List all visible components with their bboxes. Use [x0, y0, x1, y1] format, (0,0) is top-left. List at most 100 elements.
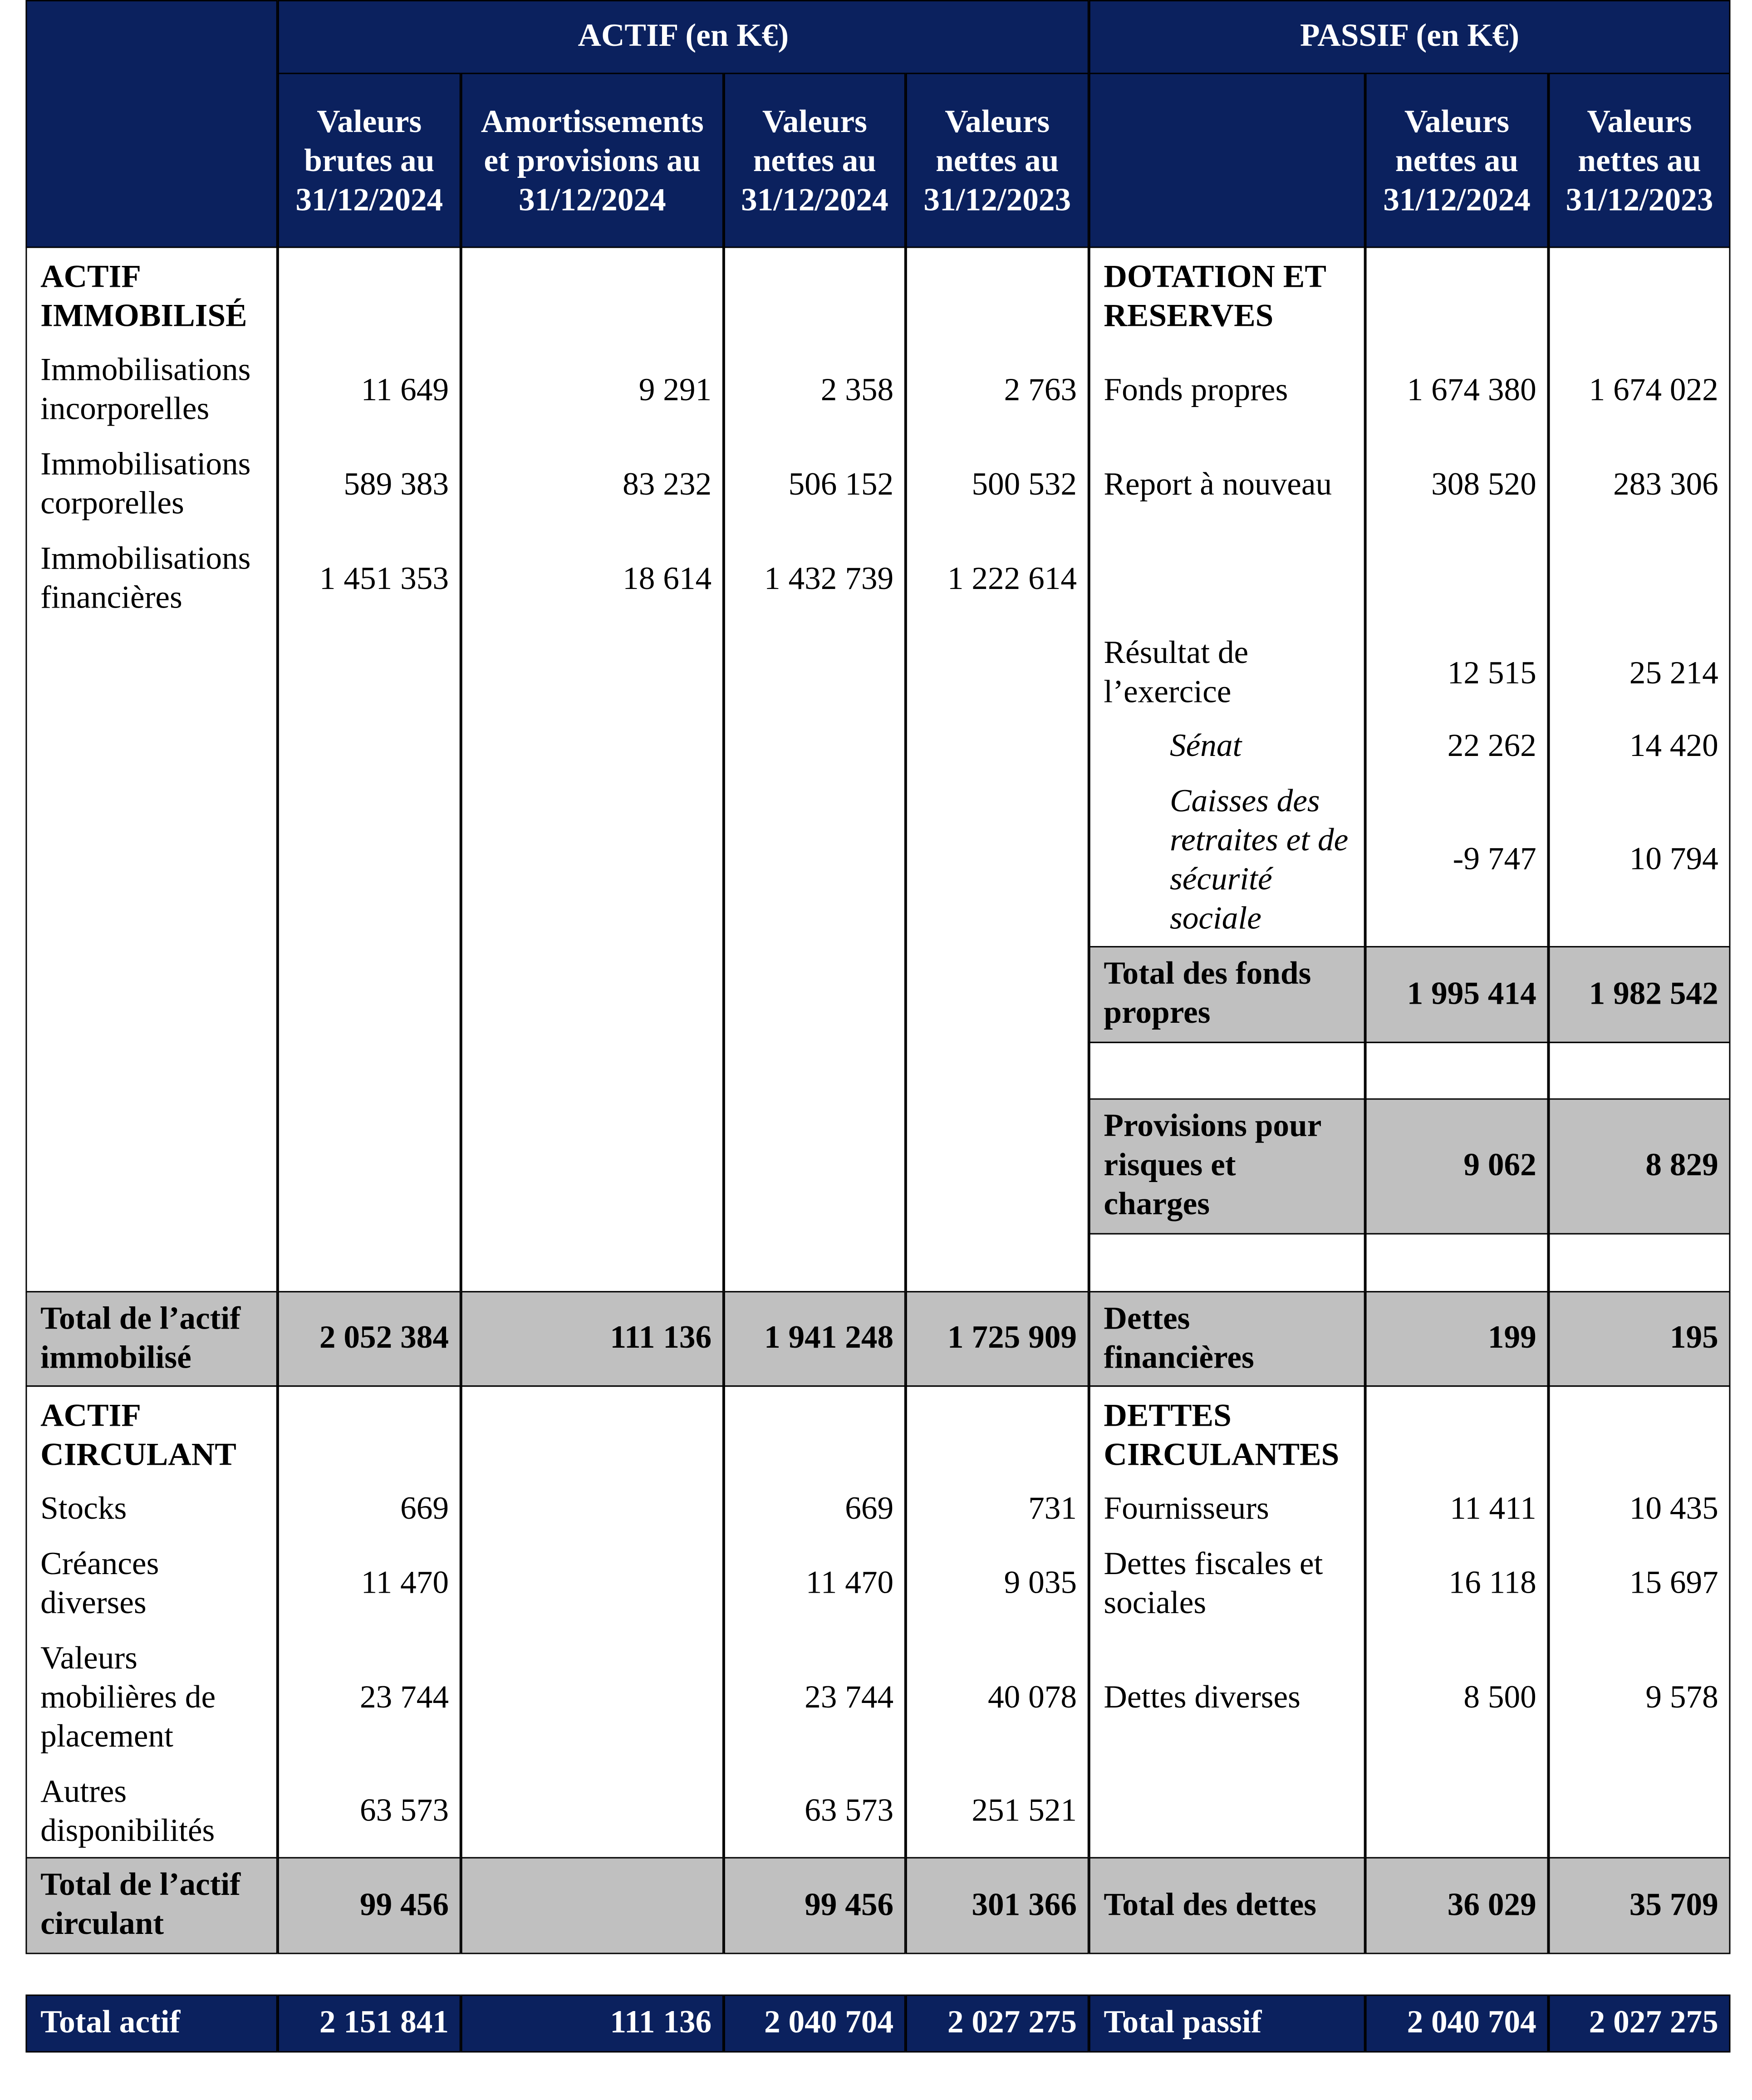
actif-header-box	[277, 0, 1089, 74]
cell-value: 1 222 614	[947, 561, 1077, 597]
row-label: Total des dettes	[1104, 1887, 1317, 1923]
cell-value: 36 029	[1447, 1887, 1536, 1923]
cell-value: 11 470	[361, 1565, 449, 1600]
cell-value: 12 515	[1447, 655, 1536, 691]
cell-value: 669	[400, 1491, 449, 1526]
cell-value: 1 982 542	[1589, 976, 1718, 1011]
cell-value: 500 532	[972, 467, 1077, 502]
empty-cell	[1089, 1041, 1365, 1100]
header-corner	[25, 0, 278, 248]
total-row-bg	[1089, 1291, 1365, 1387]
grand-total-bg	[25, 1994, 278, 2053]
empty-cell	[1548, 1041, 1731, 1100]
row-label: Total de l’actif immobilisé	[40, 1301, 240, 1375]
row-label: Immobilisations incorporelles	[40, 353, 251, 427]
cell-value: 22 262	[1447, 728, 1536, 764]
row-label: Stocks	[40, 1491, 127, 1526]
col-header-brutes: Valeurs brutes au 31/12/2024	[295, 104, 443, 218]
cell-value: 9 291	[638, 373, 712, 408]
cell-value: 251 521	[972, 1793, 1077, 1828]
row-label: Dettes financières	[1104, 1301, 1254, 1375]
total-row-bg	[905, 1291, 1089, 1387]
cell-value: 18 614	[623, 561, 712, 597]
cell-value: 9 035	[1004, 1565, 1077, 1600]
header-cell	[1089, 73, 1365, 248]
cell-value: 35 709	[1629, 1887, 1718, 1923]
cell-value: 2 040 704	[764, 2005, 894, 2041]
grand-total-bg	[277, 1994, 461, 2053]
row-label: Report à nouveau	[1104, 467, 1332, 502]
cell-value: 2 763	[1004, 373, 1077, 408]
cell-value: 1 995 414	[1407, 976, 1536, 1011]
cell-value: 669	[845, 1491, 894, 1526]
cell-value: 9 578	[1645, 1680, 1718, 1715]
row-label: Total des fonds propres	[1104, 957, 1311, 1031]
grand-total-bg	[1548, 1994, 1731, 2053]
cell-value: 16 118	[1448, 1565, 1536, 1600]
cell-value: 15 697	[1629, 1565, 1718, 1600]
empty-cell	[1365, 1041, 1549, 1100]
section-heading: ACTIF IMMOBILISÉ	[40, 260, 247, 334]
row-label: Résultat de l’exercice	[1104, 636, 1249, 711]
column-box	[461, 1385, 724, 1859]
cell-value: 1 674 022	[1589, 373, 1718, 408]
total-row-bg	[461, 1857, 724, 1954]
grand-total-bg	[905, 1994, 1089, 2053]
total-row-bg	[1548, 1857, 1731, 1954]
cell-value: 63 573	[805, 1793, 894, 1828]
header-cell	[905, 73, 1089, 248]
cell-value: 23 744	[359, 1680, 449, 1715]
grand-total-bg	[723, 1994, 906, 2053]
total-row-bg	[1548, 946, 1731, 1043]
total-row-bg	[723, 1291, 906, 1387]
cell-value: 8 500	[1463, 1680, 1536, 1715]
total-row-bg	[1365, 1098, 1549, 1235]
cell-value: 10 435	[1629, 1491, 1718, 1526]
total-row-bg	[1089, 946, 1365, 1043]
cell-value: 199	[1487, 1320, 1536, 1356]
row-label: Total de l’actif circulant	[40, 1868, 240, 1942]
cell-value: 99 456	[805, 1887, 894, 1923]
column-box	[1548, 1385, 1731, 1859]
column-box	[277, 1385, 461, 1859]
col-header-amortissements: Amortissements et provisions au 31/12/20…	[481, 104, 704, 218]
cell-value: 2 027 275	[1589, 2005, 1718, 2041]
total-row-bg	[1365, 1857, 1549, 1954]
cell-value: 308 520	[1431, 467, 1536, 502]
section-heading: ACTIF CIRCULANT	[40, 1398, 236, 1473]
cell-value: 2 040 704	[1407, 2005, 1536, 2041]
grand-total-bg	[1365, 1994, 1549, 2053]
header-cell	[1548, 73, 1731, 248]
cell-value: 14 420	[1629, 728, 1718, 764]
actif-title: ACTIF (en K€)	[578, 19, 789, 54]
empty-cell	[1089, 1233, 1365, 1293]
cell-value: 83 232	[623, 467, 712, 502]
grand-total-bg	[461, 1994, 724, 2053]
cell-value: 506 152	[788, 467, 894, 502]
row-label: Immobilisations corporelles	[40, 447, 251, 522]
row-label: Créances diverses	[40, 1547, 159, 1621]
cell-value: 63 573	[359, 1793, 449, 1828]
total-row-bg	[723, 1857, 906, 1954]
row-label: Fournisseurs	[1104, 1491, 1269, 1526]
passif-col-header-2023: Valeurs nettes au 31/12/2023	[1566, 104, 1713, 218]
total-row-bg	[461, 1291, 724, 1387]
column-box	[1365, 1385, 1549, 1859]
cell-value: -9 747	[1453, 841, 1536, 877]
cell-value: 99 456	[359, 1887, 449, 1923]
cell-value: 40 078	[988, 1680, 1077, 1715]
section-heading: DOTATION ET RESERVES	[1104, 260, 1326, 334]
passif-col-header-2024: Valeurs nettes au 31/12/2024	[1383, 104, 1531, 218]
cell-value: 2 027 275	[947, 2005, 1077, 2041]
total-actif-label: Total actif	[40, 2005, 181, 2041]
cell-value: 2 052 384	[319, 1320, 449, 1356]
row-label: Caisses des retraites et de sécurité soc…	[1169, 784, 1349, 937]
empty-cell	[1365, 1233, 1549, 1293]
cell-value: 111 136	[610, 1320, 712, 1356]
row-label: Provisions pour risques et charges	[1104, 1109, 1321, 1222]
section-heading: DETTES CIRCULANTES	[1104, 1398, 1340, 1473]
total-row-bg	[277, 1291, 461, 1387]
row-label: Sénat	[1169, 728, 1242, 764]
col-header-nettes-2024: Valeurs nettes au 31/12/2024	[741, 104, 888, 218]
